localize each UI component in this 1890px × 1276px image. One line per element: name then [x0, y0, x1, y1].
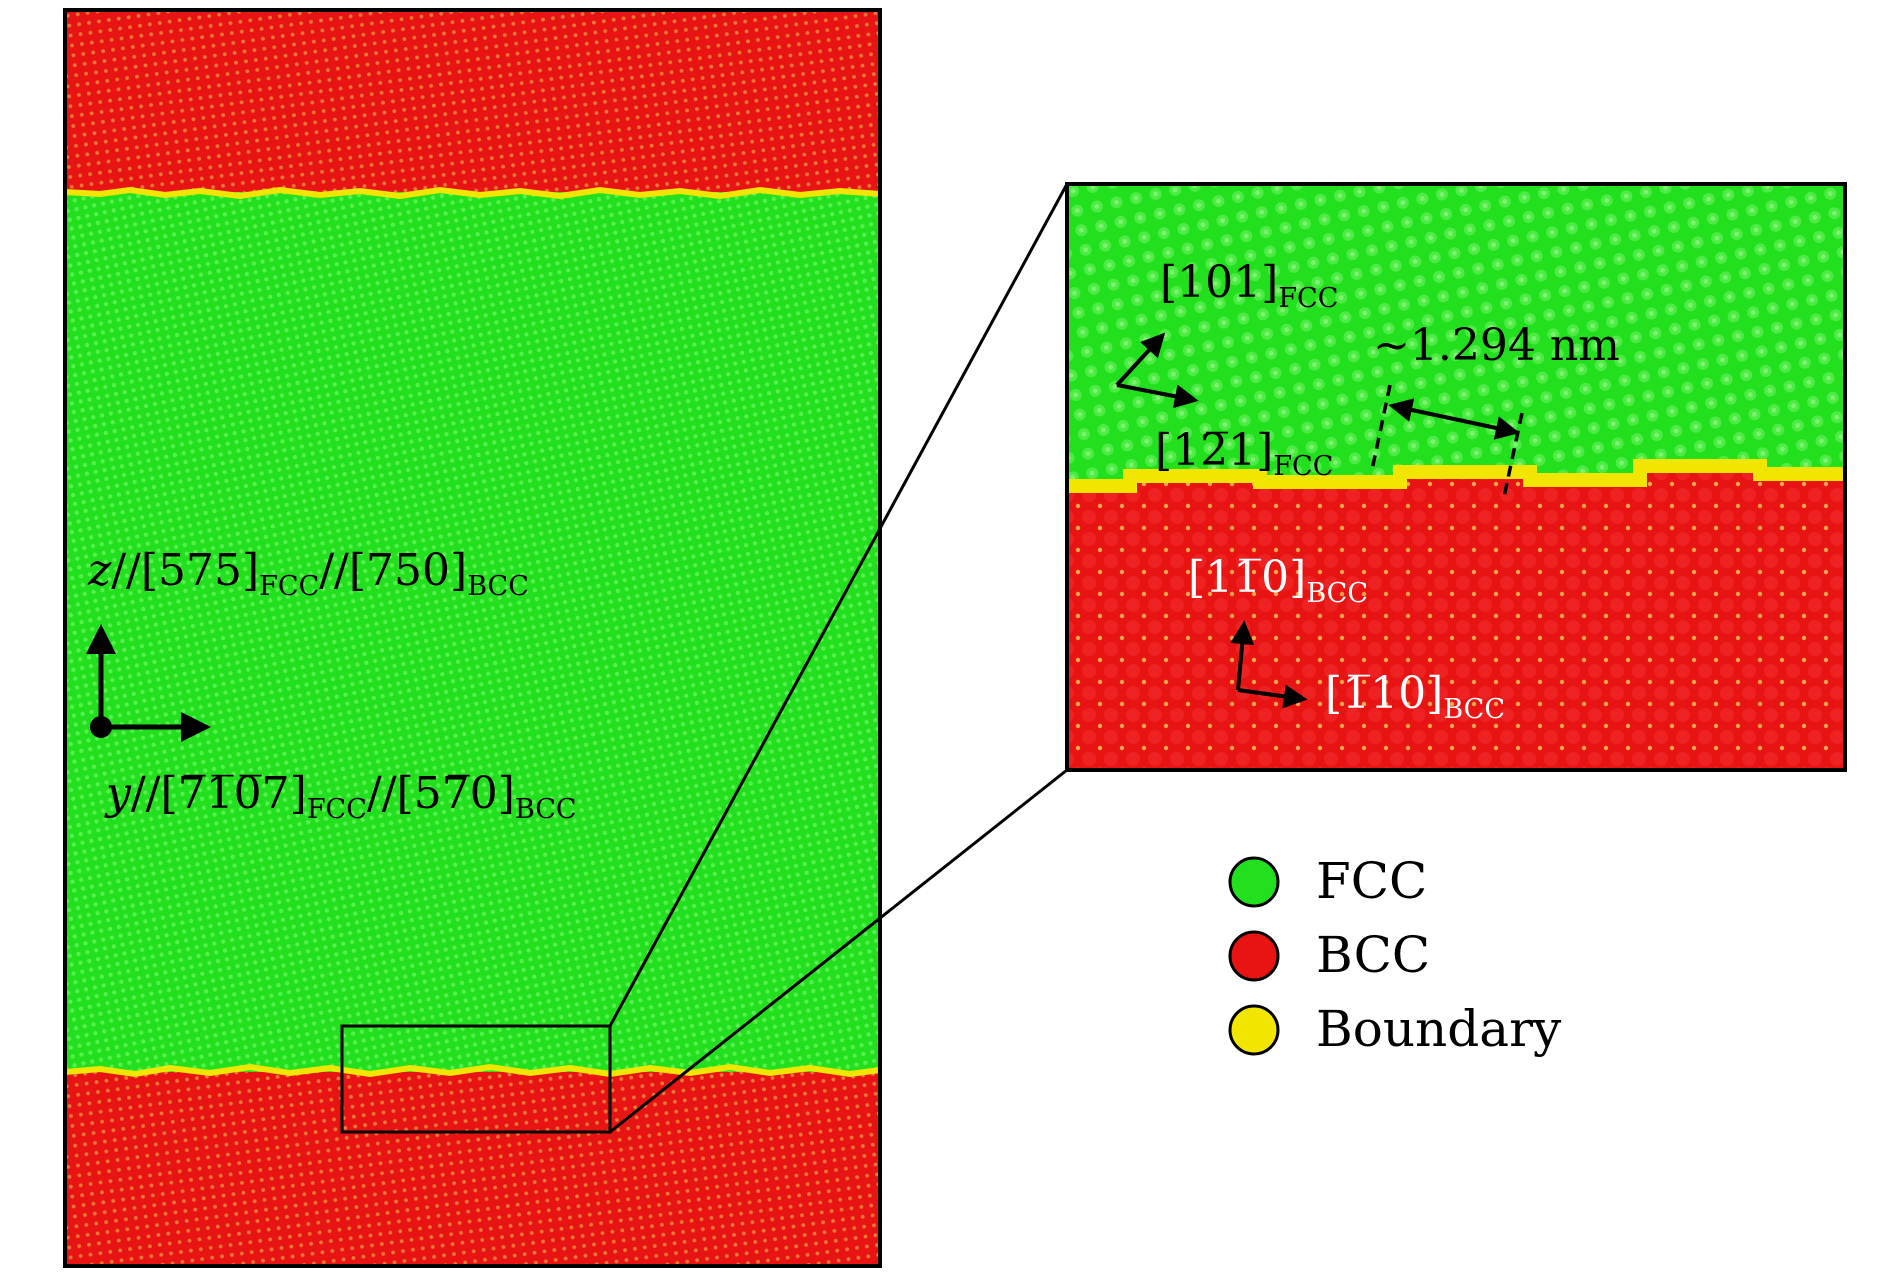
fcc-dir2-arrow [1116, 383, 1199, 409]
zoom-box [340, 1024, 612, 1134]
main-panel-frame [63, 8, 882, 1268]
y-axis-sep2: // [367, 768, 397, 819]
inset-panel: [101]FCC [12̅1]FCC ~1.294 nm [11̅0]BCC [… [1065, 182, 1847, 772]
inset-panel-frame [1065, 182, 1847, 772]
legend-marker-boundary [1228, 1004, 1280, 1056]
fcc-dir1-text: [101] [1160, 257, 1278, 308]
bcc-dir2-arrow [1237, 684, 1308, 709]
y-axis-bcc-dir: [57̅0] [397, 768, 515, 819]
z-axis-var: z [87, 545, 112, 596]
coordinate-triad [86, 624, 211, 742]
fcc-dir2-text: [12̅1] [1155, 425, 1273, 476]
legend: FCC BCC Boundary [1228, 852, 1562, 1058]
fcc-dir1-sub: FCC [1278, 283, 1338, 314]
y-axis-label: y//[7̅1̅0̅7]FCC//[57̅0]BCC [104, 768, 577, 825]
bcc-dir2-text: [1̅10] [1325, 668, 1443, 719]
legend-marker-bcc [1228, 930, 1280, 982]
spacing-label: ~1.294 nm [1373, 320, 1620, 371]
y-axis-sep: // [131, 768, 161, 819]
bcc-dir1-label: [11̅0]BCC [1188, 552, 1368, 609]
bcc-dir1-arrow [1230, 620, 1255, 691]
legend-label-bcc: BCC [1316, 926, 1430, 984]
legend-marker-fcc [1228, 856, 1280, 908]
bcc-dir2-label: [1̅10]BCC [1325, 668, 1505, 725]
zoom-connector-top [608, 183, 1069, 1027]
main-bcc-top-region [65, 10, 880, 192]
fcc-dir1-label: [101]FCC [1160, 257, 1338, 314]
inset-boundary [1067, 459, 1845, 493]
main-bcc-bottom-region [65, 1072, 880, 1266]
spacing-dash-right [1502, 412, 1524, 498]
spacing-double-arrow [1388, 398, 1520, 440]
fcc-dir2-label: [12̅1]FCC [1155, 425, 1333, 482]
fcc-dir1-arrow [1115, 332, 1166, 387]
y-axis-fcc-dir: [7̅1̅0̅7] [161, 768, 307, 819]
z-axis-label: z//[575]FCC//[750]BCC [87, 545, 529, 602]
y-axis-bcc-sub: BCC [515, 794, 577, 825]
spacing-dash-left [1370, 384, 1392, 471]
legend-label-fcc: FCC [1316, 852, 1427, 910]
main-panel: z//[575]FCC//[750]BCC y//[7̅1̅0̅7]FCC//[… [63, 8, 882, 1268]
main-fcc-region [65, 10, 880, 1266]
z-axis-bcc-dir: [750] [349, 545, 467, 596]
bcc-dir1-sub: BCC [1306, 578, 1368, 609]
y-axis-fcc-sub: FCC [307, 794, 367, 825]
fcc-dir2-sub: FCC [1273, 451, 1333, 482]
inset-bcc-region [1067, 472, 1845, 770]
main-top-boundary [64, 186, 881, 200]
z-axis-fcc-sub: FCC [259, 571, 319, 602]
z-axis-fcc-dir: [575] [141, 545, 259, 596]
z-axis-sep: // [111, 545, 141, 596]
y-axis-var: y [104, 768, 132, 819]
bcc-dir1-text: [11̅0] [1188, 552, 1306, 603]
zoom-connector-bottom [609, 768, 1068, 1134]
main-bottom-boundary [64, 1063, 881, 1078]
bcc-dir2-sub: BCC [1443, 694, 1505, 725]
legend-label-boundary: Boundary [1316, 1000, 1562, 1058]
z-axis-sep2: // [319, 545, 349, 596]
z-axis-bcc-sub: BCC [467, 571, 529, 602]
